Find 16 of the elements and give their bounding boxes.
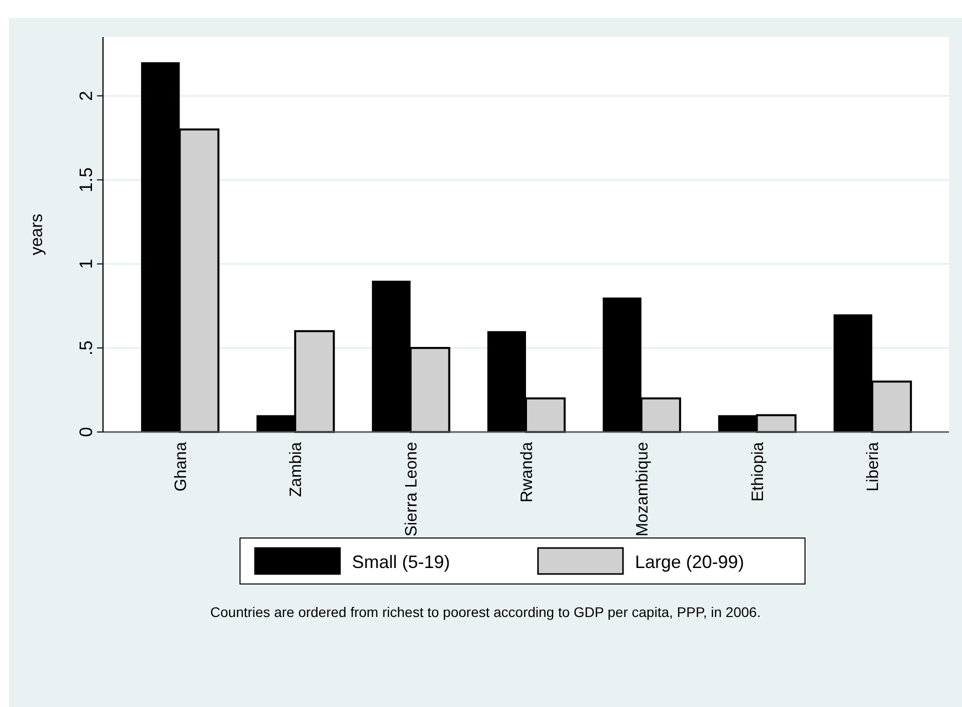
x-tick-label: Rwanda [518,441,536,503]
x-tick-label: Liberia [864,441,882,492]
x-tick-label: Ethiopia [748,441,767,502]
x-tick-label: Mozambique [633,442,652,536]
y-tick-label: .5 [76,340,96,356]
legend-label: Small (5-19) [352,552,450,572]
x-tick-label: Sierra Leone [402,442,421,536]
y-tick-label: 1.5 [76,167,96,192]
text: Countries are ordered from richest to poorest according to GDP per capita, PPP, in 2006. [210,604,761,620]
legend-label: Large (20-99) [635,552,744,572]
y-tick-label: 0 [76,426,96,438]
y-tick-label: 1 [76,258,96,269]
y-tick-label: 2 [76,90,96,101]
x-tick-label: Zambia [287,441,306,498]
x-tick-label: Ghana [172,441,190,492]
y-axis-title: years [27,214,46,256]
